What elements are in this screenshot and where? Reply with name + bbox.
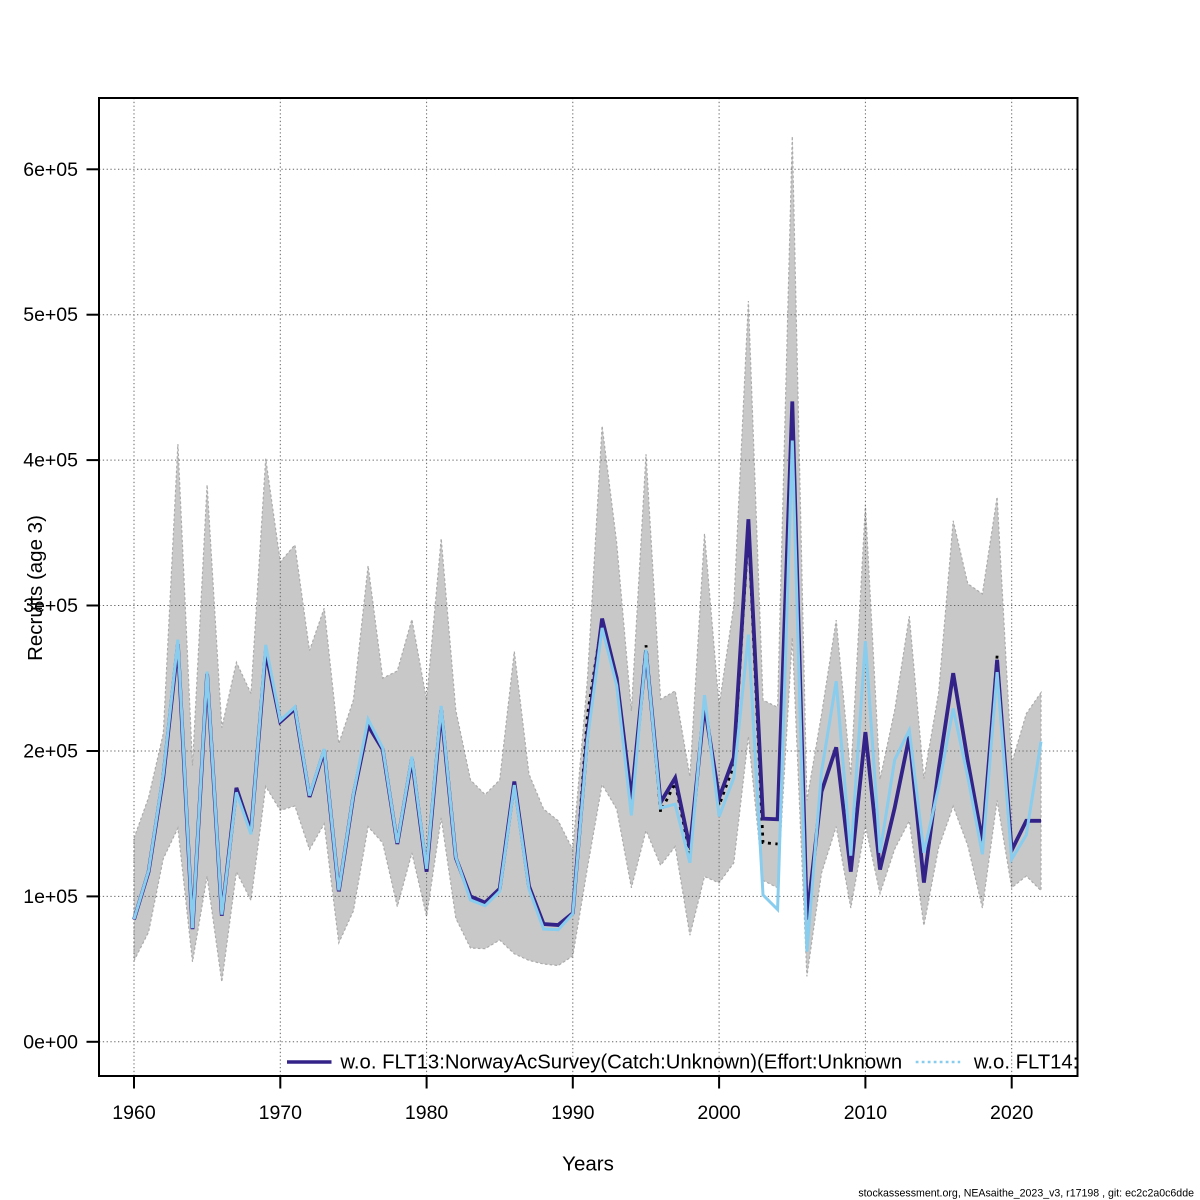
svg-text:2020: 2020	[990, 1102, 1034, 1124]
svg-text:2000: 2000	[697, 1102, 741, 1124]
svg-text:Recruits (age 3): Recruits (age 3)	[24, 515, 47, 661]
svg-text:0e+00: 0e+00	[23, 1031, 78, 1053]
svg-text:1e+05: 1e+05	[23, 886, 78, 908]
svg-text:Years: Years	[562, 1153, 614, 1176]
svg-text:1980: 1980	[405, 1102, 449, 1124]
svg-text:5e+05: 5e+05	[23, 304, 78, 326]
svg-text:2e+05: 2e+05	[23, 741, 78, 763]
svg-text:w.o. FLT13:NorwayAcSurvey(Catc: w.o. FLT13:NorwayAcSurvey(Catch:Unknown)…	[339, 1052, 902, 1074]
svg-text:2010: 2010	[844, 1102, 888, 1124]
svg-text:1990: 1990	[551, 1102, 595, 1124]
svg-text:4e+05: 4e+05	[23, 450, 78, 472]
svg-text:w.o. FLT14:NorwayAcSurvey: w.o. FLT14:NorwayAcSurvey	[973, 1052, 1200, 1074]
svg-text:1970: 1970	[259, 1102, 303, 1124]
svg-text:3e+05: 3e+05	[23, 595, 78, 617]
svg-text:stockassessment.org, NEAsaithe: stockassessment.org, NEAsaithe_2023_v3, …	[858, 1188, 1194, 1200]
svg-text:1960: 1960	[112, 1102, 156, 1124]
svg-text:6e+05: 6e+05	[23, 159, 78, 181]
